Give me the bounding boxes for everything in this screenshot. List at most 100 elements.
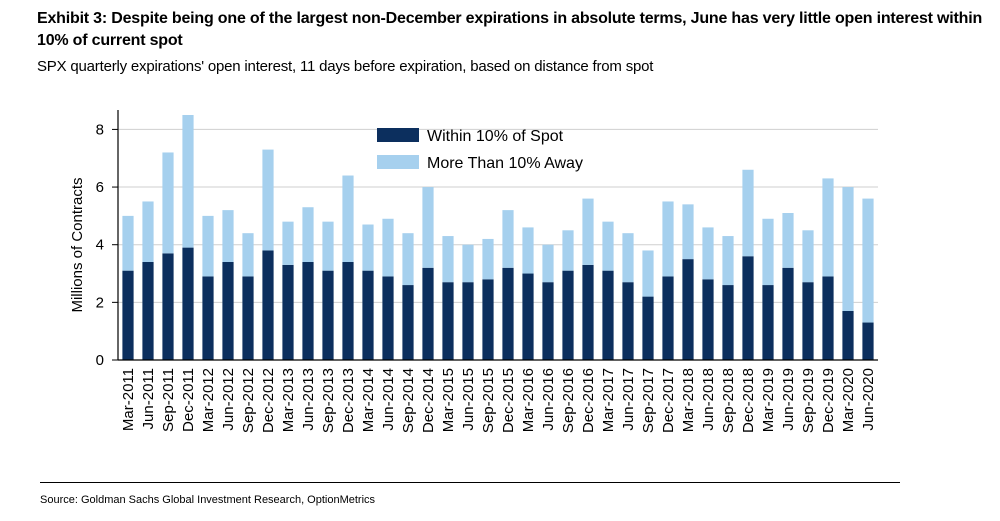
bar-away-Jun-2020: [862, 198, 874, 323]
x-tick-label: Mar-2011: [120, 368, 137, 431]
x-tick-label: Dec-2011: [180, 368, 197, 432]
y-tick-label: 6: [96, 179, 104, 196]
bar-away-Dec-2019: [822, 178, 834, 277]
legend-swatch-away: [377, 155, 419, 169]
x-tick-label: Mar-2018: [680, 368, 697, 432]
x-tick-label: Jun-2011: [140, 368, 157, 429]
x-tick-label: Sep-2017: [640, 368, 657, 433]
bar-within-Mar-2011: [122, 270, 134, 360]
bar-away-Sep-2011: [162, 152, 174, 254]
y-tick-label: 2: [96, 294, 104, 311]
bar-within-Sep-2012: [242, 276, 254, 360]
bar-within-Mar-2013: [282, 264, 294, 360]
x-tick-label: Mar-2012: [200, 368, 217, 432]
bar-away-Jun-2017: [622, 233, 634, 283]
x-tick-label: Jun-2020: [860, 368, 877, 431]
bar-within-Sep-2017: [642, 296, 654, 360]
bar-within-Mar-2012: [202, 276, 214, 360]
bar-away-Mar-2016: [522, 227, 534, 274]
x-tick-label: Sep-2018: [720, 368, 737, 433]
x-tick-label: Jun-2014: [380, 368, 397, 431]
bar-within-Dec-2013: [342, 262, 354, 360]
bar-within-Jun-2018: [702, 279, 714, 360]
bar-within-Mar-2014: [362, 270, 374, 360]
chart-subtitle: SPX quarterly expirations' open interest…: [37, 58, 654, 75]
x-tick-label: Dec-2015: [500, 368, 517, 433]
bar-within-Dec-2016: [582, 264, 594, 360]
bar-away-Sep-2015: [482, 238, 494, 280]
x-tick-label: Mar-2017: [600, 368, 617, 432]
x-tick-label: Mar-2019: [760, 368, 777, 432]
bar-away-Mar-2018: [682, 204, 694, 260]
bar-within-Mar-2020: [842, 311, 854, 360]
stacked-bar-chart: Mar-2011 Jun-2011 Sep-2011 Dec-2011 Mar-2012…: [69, 110, 878, 433]
bar-within-Sep-2019: [802, 282, 814, 360]
bar-within-Dec-2011: [182, 247, 194, 360]
bar-away-Dec-2015: [502, 210, 514, 268]
bar-away-Mar-2011: [122, 215, 134, 271]
bar-within-Jun-2011: [142, 262, 154, 360]
x-tick-label: Mar-2013: [280, 368, 297, 432]
x-tick-label: Sep-2019: [800, 368, 817, 433]
bar-away-Jun-2016: [542, 244, 554, 283]
bar-within-Jun-2015: [462, 282, 474, 360]
bar-within-Sep-2016: [562, 270, 574, 360]
bar-away-Mar-2013: [282, 221, 294, 265]
bar-away-Jun-2019: [782, 213, 794, 268]
x-tick-label: Dec-2013: [340, 368, 357, 433]
x-tick-label: Jun-2019: [780, 368, 797, 431]
bar-away-Mar-2017: [602, 221, 614, 271]
y-tick-label: 0: [96, 352, 104, 369]
x-tick-label: Dec-2016: [580, 368, 597, 433]
legend: Within 10% of Spot More Than 10% Away: [377, 128, 583, 172]
bar-away-Sep-2016: [562, 230, 574, 271]
bar-away-Jun-2015: [462, 244, 474, 283]
x-tick-label: Mar-2016: [520, 368, 537, 432]
bar-within-Mar-2015: [442, 282, 454, 360]
bar-away-Mar-2015: [442, 236, 454, 283]
axes: [112, 110, 878, 361]
bar-away-Dec-2018: [742, 169, 754, 257]
bar-away-Dec-2014: [422, 187, 434, 268]
bar-within-Dec-2012: [262, 250, 274, 360]
y-axis-label: Millions of Contracts: [69, 177, 86, 312]
bar-away-Sep-2017: [642, 250, 654, 297]
x-tick-label: Sep-2012: [240, 368, 257, 433]
x-tick-label: Jun-2017: [620, 368, 637, 431]
x-tick-label: Jun-2018: [700, 368, 717, 431]
x-tick-label: Dec-2017: [660, 368, 677, 433]
bar-within-Mar-2018: [682, 259, 694, 360]
bar-within-Jun-2020: [862, 322, 874, 360]
footer-rule: [40, 482, 900, 483]
bar-within-Jun-2019: [782, 267, 794, 360]
bar-within-Jun-2012: [222, 262, 234, 360]
x-tick-label: Dec-2012: [260, 368, 277, 433]
y-tick-label: 4: [96, 237, 104, 254]
bar-within-Dec-2014: [422, 267, 434, 360]
bar-within-Sep-2011: [162, 253, 174, 360]
bar-within-Dec-2019: [822, 276, 834, 360]
source-note: Source: Goldman Sachs Global Investment …: [40, 494, 376, 506]
bar-away-Mar-2012: [202, 215, 214, 277]
x-tick-label: Sep-2015: [480, 368, 497, 433]
bar-within-Sep-2015: [482, 279, 494, 360]
x-tick-label: Sep-2011: [160, 368, 177, 432]
x-tick-label: Sep-2013: [320, 368, 337, 433]
x-tick-label: Sep-2014: [400, 368, 417, 433]
bar-away-Jun-2014: [382, 218, 394, 277]
x-tick-label: Sep-2016: [560, 368, 577, 433]
x-tick-label: Mar-2014: [360, 368, 377, 432]
bar-within-Sep-2013: [322, 270, 334, 360]
x-tick-label: Dec-2014: [420, 368, 437, 433]
bar-away-Dec-2012: [262, 149, 274, 251]
chart-title: Exhibit 3: Despite being one of the larg…: [37, 10, 983, 49]
bar-away-Jun-2013: [302, 207, 314, 262]
bars: [122, 115, 874, 360]
x-tick-label: Jun-2012: [220, 368, 237, 431]
bar-within-Sep-2018: [722, 285, 734, 360]
bar-within-Mar-2017: [602, 270, 614, 360]
bar-within-Mar-2016: [522, 273, 534, 360]
bar-within-Jun-2016: [542, 282, 554, 360]
x-tick-label: Dec-2018: [740, 368, 757, 433]
bar-within-Sep-2014: [402, 285, 414, 360]
